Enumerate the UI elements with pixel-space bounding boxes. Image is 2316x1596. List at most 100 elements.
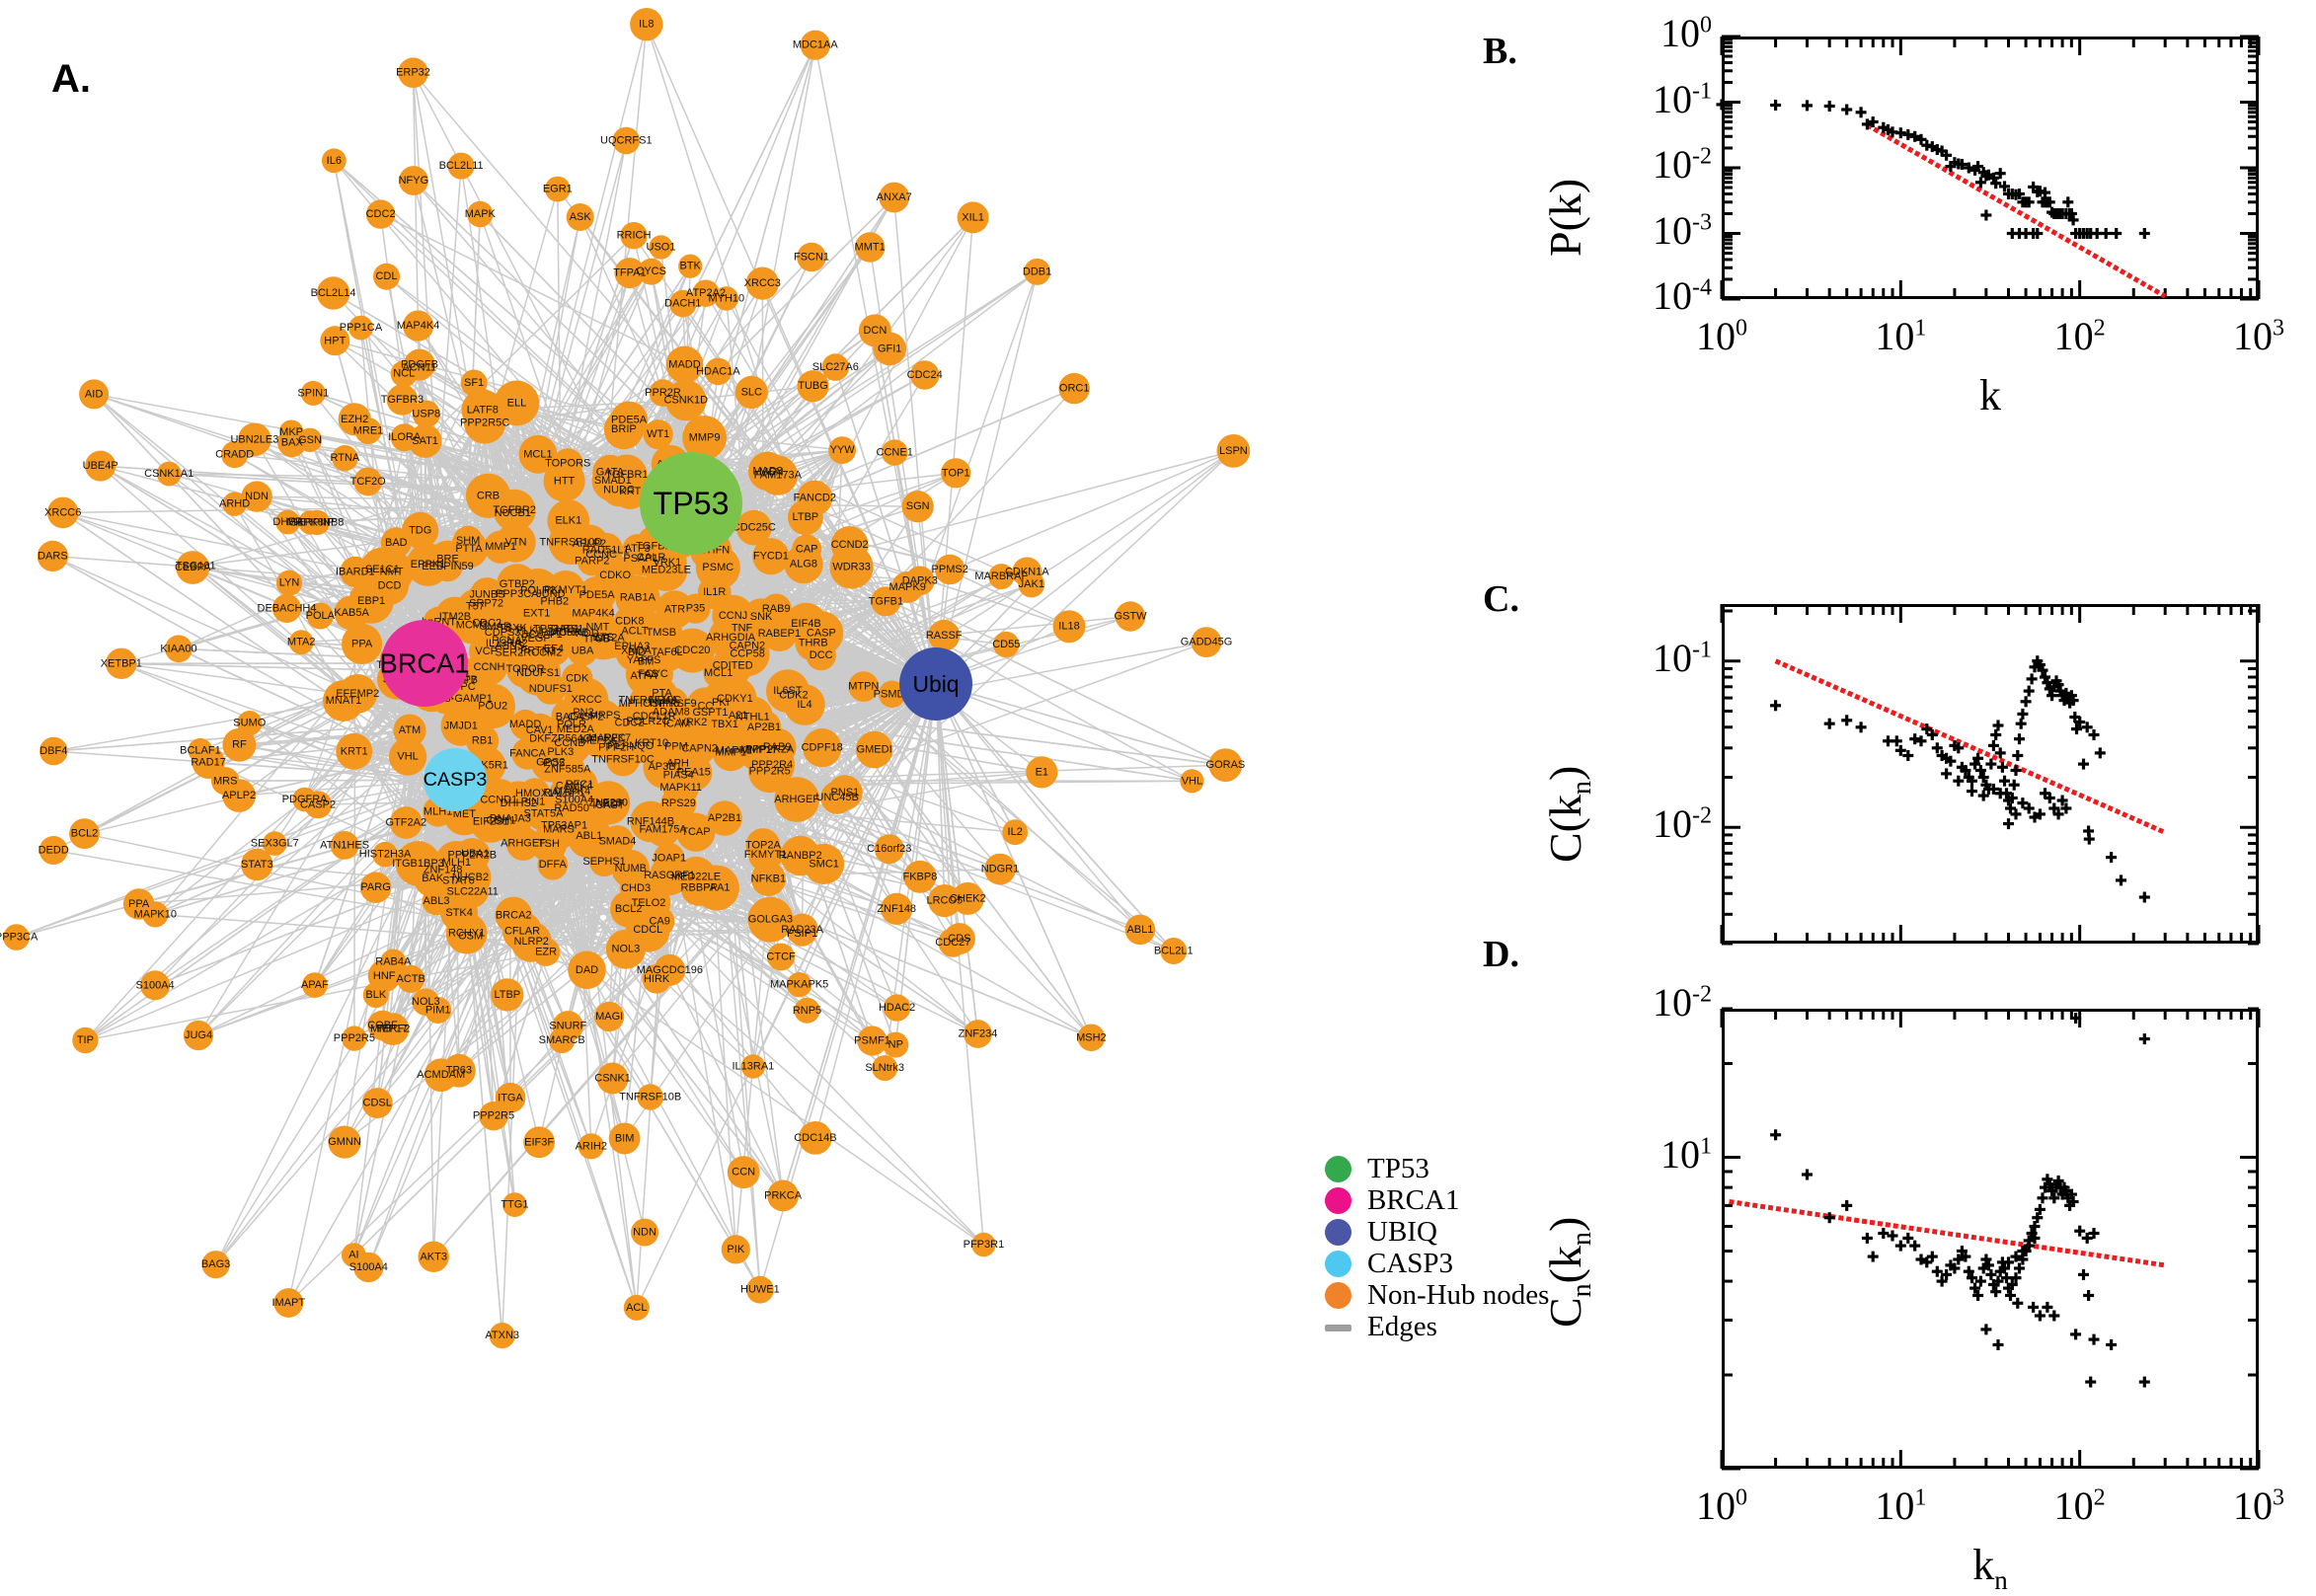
legend-label: Non-Hub nodes (1367, 1281, 1549, 1310)
data-point (2139, 1033, 2150, 1044)
network-node-label: CDK (566, 673, 589, 685)
network-node-label: USO1 (647, 242, 676, 254)
network-node-label: EZH2 (341, 414, 368, 425)
network-node-label: ATM (399, 724, 421, 736)
data-point (1909, 1241, 1920, 1252)
network-node-label: ACL (626, 1302, 647, 1314)
network-node-label: LATF8 (467, 405, 499, 417)
network-node-label: PPP2R2B (448, 850, 498, 862)
network-node-label: PPA (351, 638, 373, 649)
y-axis-title: P(k) (1539, 179, 1591, 257)
data-point (1824, 719, 1835, 729)
network-node-label: UBN2LE3 (230, 433, 278, 445)
network-node-label: RAD17 (191, 756, 225, 768)
data-point (2042, 1302, 2052, 1313)
network-node-label: TOP1 (942, 467, 970, 479)
data-point (2062, 196, 2073, 207)
data-point (1953, 776, 1964, 787)
data-point (2035, 1311, 2046, 1322)
network-node-label: DARS (38, 550, 68, 562)
network-node-label: CCNC (585, 549, 617, 561)
network-node-label: BID (628, 646, 646, 658)
panel-letter-b: B. (1483, 30, 1517, 73)
network-node-label: DBF4 (39, 745, 67, 757)
data-point (2089, 729, 2100, 740)
network-node-label: DCD (378, 579, 402, 591)
network-node-label: DHHS2 (501, 798, 537, 809)
network-node-label: SMC1 (809, 858, 839, 870)
network-node-label: CDK8 (615, 616, 644, 628)
data-point (1988, 740, 1999, 751)
x-tick-label: 100 (1670, 1482, 1773, 1529)
network-node-label: MAPK4 (554, 786, 590, 798)
network-node-label: UQCRFS1 (600, 135, 653, 147)
network-node-label: THBS1 (549, 624, 583, 636)
y-tick-label: 10-4 (1595, 272, 1712, 319)
data-point (2028, 1302, 2039, 1313)
network-node-label: CDC14B (794, 1132, 836, 1144)
network-nodes (3, 8, 1250, 1348)
data-point (1802, 1170, 1813, 1180)
data-point (2085, 1377, 2096, 1388)
network-node-label: CFLAR (504, 926, 540, 938)
network-node-label: ANXA7 (877, 191, 912, 203)
network-node-label: MAPK10 (134, 908, 177, 920)
hub-node-label-casp3: CASP3 (424, 769, 488, 791)
network-node-label: JUG4 (185, 1029, 212, 1041)
network-node-label: NFYG (399, 175, 429, 187)
network-node-label: TUBG (798, 380, 828, 392)
network-node-label: ADAM8 (653, 707, 690, 719)
network-node-label: RAB4A (375, 956, 412, 968)
data-point (1975, 177, 1986, 188)
network-node-label: XRCC (572, 694, 602, 706)
network-node-label: IL6ST (773, 685, 803, 697)
x-tick-label: 101 (1849, 313, 1952, 359)
data-point (2078, 1269, 2089, 1280)
network-node-label: MAPK11 (659, 782, 702, 794)
data-point (2089, 1334, 2100, 1345)
network-node-label: ACMDAM (417, 1069, 465, 1081)
network-node-label: DFFA (539, 859, 568, 871)
data-point (2011, 808, 2022, 819)
network-node-label: TTG1 (501, 1199, 528, 1211)
data-point (1909, 733, 1920, 744)
network-node-label: PSIP1 (787, 928, 817, 940)
plot-ticks (1722, 37, 2259, 299)
network-node-label: CCND2 (831, 539, 869, 551)
data-point (2003, 818, 2014, 829)
network-node-label: PPP2R5 (334, 1032, 375, 1044)
network-node-label: S100A4 (349, 1261, 388, 1273)
network-node-label: GFI1 (878, 342, 901, 354)
network-node-label: JAK1 (1019, 578, 1044, 590)
network-node-label: SHM (456, 535, 480, 547)
plot-ticks (1722, 604, 2259, 944)
legend-dot-swatch (1325, 1156, 1351, 1182)
network-node-label: GORAS (1206, 759, 1246, 771)
network-node-label: CC (697, 701, 713, 713)
y-axis-title: Cn(kn) (1539, 1217, 1598, 1328)
panel-letter-a: A. (51, 57, 91, 102)
network-node-label: CDPF18 (802, 742, 843, 754)
network-node-label: CCNJ (719, 610, 747, 622)
data-point (1841, 715, 1852, 725)
network-node-label: ATN1HES (320, 839, 369, 851)
legend-item-casp3: CASP3 (1325, 1248, 1572, 1279)
network-node-label: BAG3 (201, 1258, 230, 1270)
data-point (1770, 700, 1781, 711)
network-node-label: SGN (906, 500, 930, 512)
network-node-label: UBE4P (83, 460, 118, 472)
network-node-label: AI (348, 1250, 358, 1261)
network-node-label: GMNN (328, 1136, 361, 1148)
data-point (1997, 762, 2008, 773)
network-node-label: CCNE1 (877, 447, 913, 459)
network-node-label: MTA2 (287, 637, 316, 648)
legend-edge-swatch (1325, 1325, 1351, 1331)
network-node-label: TSH (538, 838, 560, 850)
network-node-label: MED23LE (642, 565, 691, 576)
network-node-label: SMARCB (539, 1034, 585, 1046)
network-node-label: MSH2 (1076, 1031, 1107, 1043)
legend-item-tp53: TP53 (1325, 1153, 1572, 1184)
network-node-label: RRICH (617, 230, 652, 242)
network-node-label: NMT (380, 567, 404, 578)
